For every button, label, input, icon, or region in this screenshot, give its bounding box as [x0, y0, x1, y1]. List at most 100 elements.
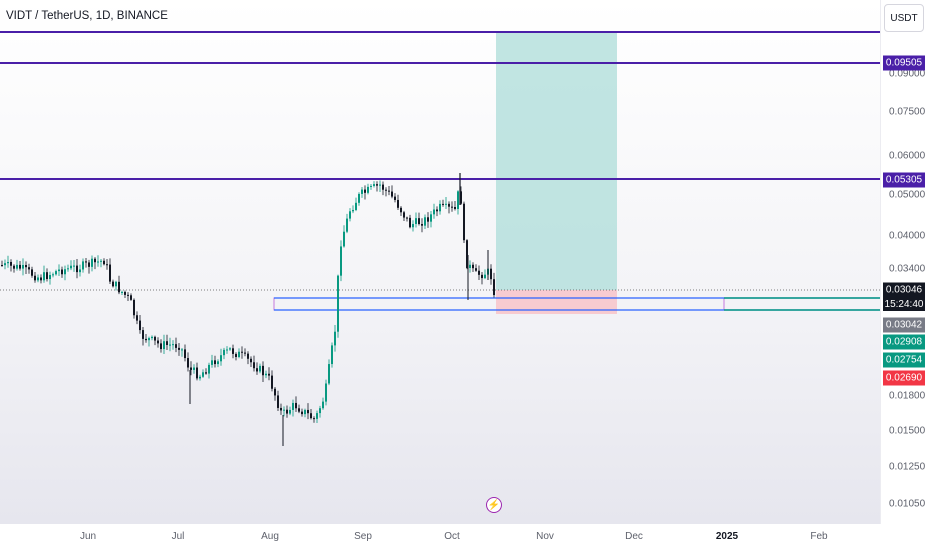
candle-body: [394, 196, 396, 200]
candle-body: [346, 218, 348, 232]
candle-body: [232, 348, 234, 354]
candle-body: [235, 353, 237, 358]
candle-body: [274, 388, 276, 396]
candle-body: [310, 413, 312, 419]
price-tick: 0.03400: [889, 263, 926, 275]
candle-body: [217, 361, 219, 365]
candle-body: [7, 261, 9, 264]
candle-body: [145, 338, 147, 341]
lightning-icon[interactable]: ⚡: [486, 497, 502, 513]
candle-body: [358, 193, 360, 203]
time-scale[interactable]: [0, 524, 932, 550]
candle-body: [439, 203, 441, 212]
candle-body: [223, 349, 225, 356]
candle-body: [178, 347, 180, 350]
price-tick: 0.04000: [889, 230, 926, 242]
candle-body: [298, 408, 300, 412]
candle-body: [367, 186, 369, 193]
candle-body: [445, 203, 447, 205]
candle-body: [31, 269, 33, 276]
candle-body: [493, 279, 495, 296]
candle-body: [337, 275, 339, 332]
candle-body: [196, 367, 198, 379]
candle-body: [115, 281, 117, 287]
chart-area[interactable]: [0, 0, 880, 524]
candle-body: [136, 315, 138, 321]
candle-body: [121, 291, 123, 293]
candle-body: [148, 338, 150, 341]
candle-body: [1, 265, 3, 266]
price-tag-last: 0.03046: [883, 282, 925, 298]
time-label: Sep: [354, 531, 372, 542]
candle-body: [322, 401, 324, 409]
price-tick: 0.06000: [889, 150, 926, 162]
price-tag-stop: 0.02690: [883, 370, 925, 386]
candle-body: [391, 191, 393, 197]
candle-body: [430, 214, 432, 222]
price-tick: 0.01500: [889, 425, 926, 437]
candle-body: [307, 409, 309, 414]
price-tick: 0.01800: [889, 390, 926, 402]
price-tick: 0.01250: [889, 461, 926, 473]
candle-body: [481, 274, 483, 279]
candle-body: [424, 217, 426, 226]
candle-body: [130, 295, 132, 300]
candle-body: [103, 260, 105, 265]
candle-body: [349, 211, 351, 219]
candle-body: [133, 299, 135, 316]
candle-body: [37, 277, 39, 281]
candle-body: [388, 190, 390, 192]
candle-body: [241, 351, 243, 353]
candle-body: [40, 277, 42, 281]
candle-body: [58, 269, 60, 272]
candle-body: [79, 269, 81, 273]
candle-body: [373, 184, 375, 186]
time-label: Nov: [536, 531, 554, 542]
candle-body: [82, 261, 84, 270]
candle-body: [295, 402, 297, 409]
time-label: Oct: [444, 531, 460, 542]
candle-body: [142, 330, 144, 339]
price-scale[interactable]: [880, 0, 932, 524]
target-zone: [496, 32, 617, 290]
price-plot[interactable]: [0, 0, 880, 524]
candle-body: [442, 203, 444, 205]
candle-body: [25, 265, 27, 268]
candle-body: [334, 331, 336, 346]
candle-body: [466, 240, 468, 268]
candle-body: [184, 349, 186, 359]
candle-body: [229, 348, 231, 350]
candle-body: [292, 402, 294, 410]
price-tag-entry: 0.03042: [883, 317, 925, 333]
candle-body: [454, 207, 456, 209]
candle-body: [451, 206, 453, 208]
candle-body: [484, 274, 486, 279]
candle-body: [250, 358, 252, 363]
candle-body: [175, 344, 177, 348]
candle-body: [331, 345, 333, 365]
candle-body: [400, 207, 402, 213]
candle-body: [193, 367, 195, 370]
candle-body: [46, 272, 48, 280]
candle-body: [211, 360, 213, 365]
candle-body: [490, 268, 492, 280]
candle-body: [382, 184, 384, 190]
price-tag-support-1: 0.02908: [883, 334, 925, 350]
candle-body: [94, 258, 96, 263]
candle-body: [427, 217, 429, 222]
candle-body: [313, 418, 315, 420]
currency-button[interactable]: USDT: [884, 4, 924, 32]
candle-body: [253, 362, 255, 369]
candle-body: [304, 409, 306, 415]
time-label: Aug: [261, 531, 279, 542]
candle-body: [52, 274, 54, 276]
candle-body: [271, 375, 273, 389]
candle-body: [166, 341, 168, 345]
candle-body: [268, 373, 270, 376]
candle-body: [97, 261, 99, 263]
candle-body: [370, 185, 372, 187]
candle-body: [151, 336, 153, 339]
candle-body: [247, 353, 249, 359]
candle-body: [163, 341, 165, 350]
symbol-title: VIDT / TetherUS, 1D, BINANCE: [6, 10, 168, 22]
